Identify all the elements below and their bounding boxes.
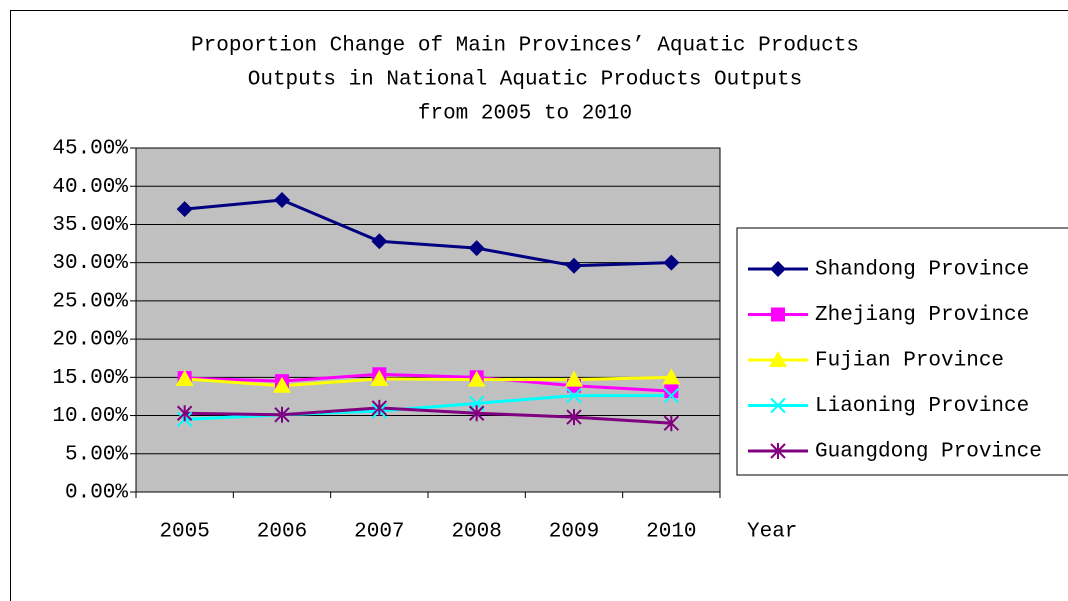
marker-shape <box>664 384 679 399</box>
marker <box>566 387 582 404</box>
marker-shape <box>370 369 389 386</box>
x-tick-label: 2010 <box>646 521 696 544</box>
marker-shape <box>769 351 787 367</box>
marker-shape <box>371 399 388 416</box>
marker <box>468 240 485 257</box>
marker-shape <box>176 405 193 422</box>
y-tick-label: 25.00% <box>52 290 128 313</box>
legend-label: Guangdong Province <box>815 441 1042 464</box>
marker <box>370 369 389 386</box>
chart-title: Outputs in National Aquatic Products Out… <box>248 69 803 92</box>
marker <box>770 261 786 277</box>
marker-shape <box>175 369 194 386</box>
marker-shape <box>565 370 583 387</box>
marker <box>371 233 388 250</box>
marker <box>467 370 486 387</box>
series-line <box>184 406 672 425</box>
series-line <box>184 375 672 388</box>
y-tick-label: 10.00% <box>52 405 128 428</box>
marker <box>274 406 290 423</box>
marker <box>662 368 681 385</box>
marker-shape <box>662 368 681 385</box>
marker-shape <box>770 261 786 277</box>
chart-title: Proportion Change of Main Provinces’ Aqu… <box>191 35 859 58</box>
marker-shape <box>176 201 193 218</box>
marker <box>769 351 787 367</box>
legend-label: Zhejiang Province <box>815 304 1029 327</box>
y-tick-label: 5.00% <box>65 443 128 466</box>
marker-shape <box>274 191 290 208</box>
marker <box>371 399 388 416</box>
marker <box>663 254 680 271</box>
y-tick-label: 35.00% <box>52 214 128 237</box>
marker-shape <box>371 233 388 250</box>
series-line <box>184 372 672 393</box>
marker-shape <box>566 387 582 404</box>
x-tick-label: 2009 <box>549 521 599 544</box>
y-tick-label: 20.00% <box>52 329 128 352</box>
legend-label: Fujian Province <box>815 350 1004 373</box>
marker-shape <box>566 257 582 274</box>
y-tick-label: 15.00% <box>52 367 128 390</box>
marker <box>771 307 785 322</box>
y-tick-label: 30.00% <box>52 252 128 275</box>
marker-shape <box>566 409 582 426</box>
marker-shape <box>468 405 485 422</box>
x-tick-label: 2005 <box>159 521 209 544</box>
plot-area <box>135 147 721 493</box>
x-tick-label: 2007 <box>354 521 404 544</box>
marker-shape <box>468 240 485 257</box>
legend-label: Liaoning Province <box>815 395 1029 418</box>
marker <box>175 369 194 386</box>
y-tick-label: 40.00% <box>52 176 128 199</box>
marker <box>176 405 193 422</box>
marker <box>566 409 582 426</box>
x-tick-label: 2006 <box>257 521 307 544</box>
marker <box>663 415 680 432</box>
marker <box>565 370 583 387</box>
marker-shape <box>273 376 291 393</box>
marker-shape <box>663 415 680 432</box>
legend-label: Shandong Province <box>815 259 1029 282</box>
legend: Shandong Province Zhejiang Province Fujian… <box>736 227 1068 476</box>
marker <box>664 384 679 399</box>
marker-shape <box>274 406 290 423</box>
marker <box>770 397 786 414</box>
marker-shape <box>770 443 786 459</box>
x-axis-label: Year <box>747 521 797 544</box>
marker-shape <box>770 397 786 414</box>
chart-title: from 2005 to 2010 <box>418 103 632 126</box>
marker <box>273 376 291 393</box>
marker <box>176 201 193 218</box>
marker <box>663 387 680 404</box>
marker <box>468 405 485 422</box>
marker-shape <box>771 307 785 322</box>
series-line <box>184 198 672 268</box>
marker <box>566 257 582 274</box>
marker <box>274 191 290 208</box>
y-tick-label: 0.00% <box>65 482 128 505</box>
marker-shape <box>467 370 486 387</box>
marker-shape <box>663 387 680 404</box>
x-tick-label: 2008 <box>451 521 501 544</box>
y-tick-label: 45.00% <box>52 138 128 161</box>
marker-shape <box>663 254 680 271</box>
marker <box>770 443 786 459</box>
